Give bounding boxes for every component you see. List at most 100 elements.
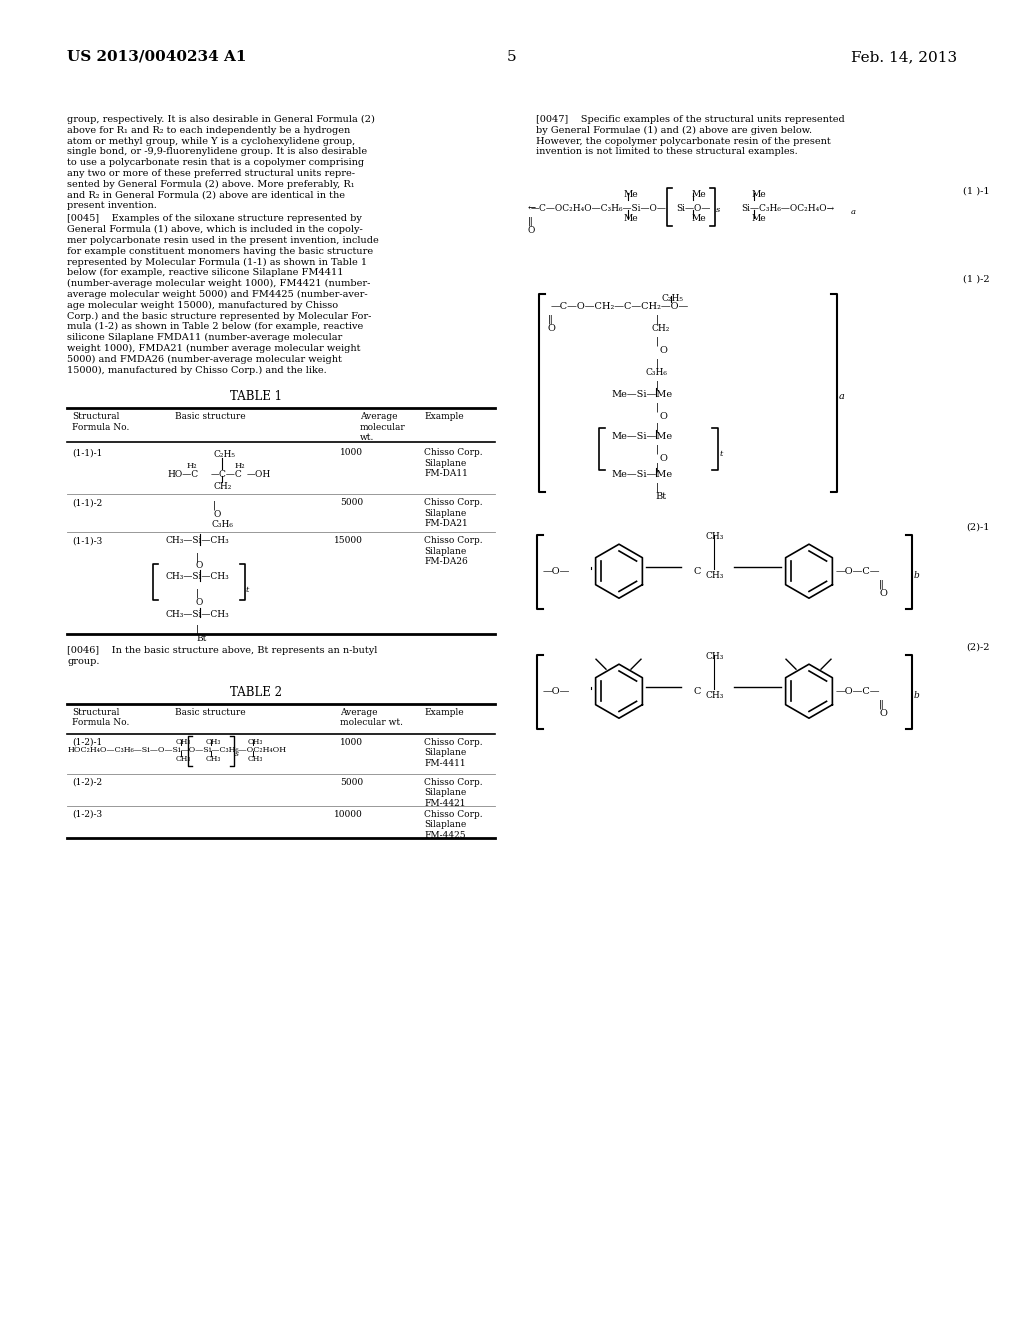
Text: —O—: —O— xyxy=(543,688,570,696)
Text: 15000: 15000 xyxy=(334,536,362,545)
Text: O: O xyxy=(879,589,887,598)
Text: —C—OC₂H₄O—C₃H₆—Si—O—: —C—OC₂H₄O—C₃H₆—Si—O— xyxy=(531,205,667,214)
Text: (number-average molecular weight 1000), FM4421 (number-: (number-average molecular weight 1000), … xyxy=(67,279,371,288)
Text: —O—C—: —O—C— xyxy=(836,568,881,577)
Text: CH₃: CH₃ xyxy=(706,572,724,581)
Text: sented by General Formula (2) above. More preferably, R₁: sented by General Formula (2) above. Mor… xyxy=(67,180,354,189)
Text: single bond, or -9,9-fluorenylidene group. It is also desirable: single bond, or -9,9-fluorenylidene grou… xyxy=(67,148,368,156)
Text: H₂: H₂ xyxy=(187,462,198,470)
Text: Basic structure: Basic structure xyxy=(175,708,246,717)
Text: C₂H₅: C₂H₅ xyxy=(662,294,683,304)
Text: Basic structure: Basic structure xyxy=(175,412,246,421)
Text: 5000: 5000 xyxy=(340,777,362,787)
Text: 5000) and FMDA26 (number-average molecular weight: 5000) and FMDA26 (number-average molecul… xyxy=(67,355,342,364)
Text: ‖: ‖ xyxy=(879,700,884,709)
Text: Bt: Bt xyxy=(655,492,667,502)
Text: Me: Me xyxy=(624,214,639,223)
Text: and R₂ in General Formula (2) above are identical in the: and R₂ in General Formula (2) above are … xyxy=(67,190,345,199)
Text: TABLE 1: TABLE 1 xyxy=(230,391,282,403)
Text: |: | xyxy=(656,445,659,454)
Text: Example: Example xyxy=(424,708,464,717)
Text: |: | xyxy=(196,624,199,634)
Text: 1000: 1000 xyxy=(340,449,362,457)
Text: below (for example, reactive silicone Silaplane FM4411: below (for example, reactive silicone Si… xyxy=(67,268,343,277)
Text: Me: Me xyxy=(751,214,766,223)
Text: any two or more of these preferred structural units repre-: any two or more of these preferred struc… xyxy=(67,169,355,178)
Text: Average
molecular
wt.: Average molecular wt. xyxy=(360,412,406,442)
Text: Me: Me xyxy=(624,190,639,199)
Text: |: | xyxy=(196,589,199,598)
Text: —O—: —O— xyxy=(543,568,570,577)
Text: O: O xyxy=(659,412,667,421)
Text: Chisso Corp.
Silaplane
FM-DA26: Chisso Corp. Silaplane FM-DA26 xyxy=(424,536,482,566)
Text: invention is not limited to these structural examples.: invention is not limited to these struct… xyxy=(536,148,798,156)
Text: —OH: —OH xyxy=(247,470,271,479)
Text: C: C xyxy=(694,688,701,696)
Text: |: | xyxy=(656,403,659,412)
Text: O: O xyxy=(548,325,556,333)
Text: average molecular weight 5000) and FM4425 (number-aver-: average molecular weight 5000) and FM442… xyxy=(67,290,368,298)
Text: (1-2)-2: (1-2)-2 xyxy=(72,777,102,787)
Text: CH₃: CH₃ xyxy=(176,755,191,763)
Text: 15000), manufactured by Chisso Corp.) and the like.: 15000), manufactured by Chisso Corp.) an… xyxy=(67,366,327,375)
Text: mula (1-2) as shown in Table 2 below (for example, reactive: mula (1-2) as shown in Table 2 below (fo… xyxy=(67,322,364,331)
Text: atom or methyl group, while Y is a cyclohexylidene group,: atom or methyl group, while Y is a cyclo… xyxy=(67,136,355,145)
Text: CH₃—Si—CH₃: CH₃—Si—CH₃ xyxy=(165,536,228,545)
Text: |: | xyxy=(656,422,659,432)
Text: 1000: 1000 xyxy=(340,738,362,747)
Text: ‖: ‖ xyxy=(879,579,884,589)
Text: ‖: ‖ xyxy=(548,314,553,323)
Text: Chisso Corp.
Silaplane
FM-4411: Chisso Corp. Silaplane FM-4411 xyxy=(424,738,482,768)
Text: (1-2)-1: (1-2)-1 xyxy=(72,738,102,747)
Text: [0045]    Examples of the siloxane structure represented by: [0045] Examples of the siloxane structur… xyxy=(67,214,361,223)
Text: t: t xyxy=(720,450,723,458)
Text: General Formula (1) above, which is included in the copoly-: General Formula (1) above, which is incl… xyxy=(67,224,362,234)
Text: represented by Molecular Formula (1-1) as shown in Table 1: represented by Molecular Formula (1-1) a… xyxy=(67,257,368,267)
Text: |: | xyxy=(656,358,659,368)
Text: Chisso Corp.
Silaplane
FM-DA21: Chisso Corp. Silaplane FM-DA21 xyxy=(424,498,482,528)
Text: TABLE 2: TABLE 2 xyxy=(230,686,282,698)
Text: [0046]    In the basic structure above, Bt represents an n-butyl: [0046] In the basic structure above, Bt … xyxy=(67,647,378,655)
Text: Me: Me xyxy=(691,190,706,199)
Text: s: s xyxy=(716,206,720,214)
Text: s: s xyxy=(234,750,239,758)
Text: (1 )-2: (1 )-2 xyxy=(964,275,990,284)
Text: weight 1000), FMDA21 (number average molecular weight: weight 1000), FMDA21 (number average mol… xyxy=(67,343,360,352)
Text: O: O xyxy=(528,226,536,235)
Text: CH₃: CH₃ xyxy=(206,738,221,746)
Text: CH₃: CH₃ xyxy=(248,738,263,746)
Text: mer polycarbonate resin used in the present invention, include: mer polycarbonate resin used in the pres… xyxy=(67,236,379,244)
Text: Corp.) and the basic structure represented by Molecular For-: Corp.) and the basic structure represent… xyxy=(67,312,372,321)
Text: for example constituent monomers having the basic structure: for example constituent monomers having … xyxy=(67,247,373,256)
Text: (1-2)-3: (1-2)-3 xyxy=(72,809,102,818)
Text: H₂: H₂ xyxy=(234,462,246,470)
Text: CH₃: CH₃ xyxy=(206,755,221,763)
Text: Me: Me xyxy=(751,190,766,199)
Text: O: O xyxy=(213,511,220,519)
Text: Chisso Corp.
Silaplane
FM-4421: Chisso Corp. Silaplane FM-4421 xyxy=(424,777,482,808)
Text: |: | xyxy=(213,500,216,510)
Text: CH₃: CH₃ xyxy=(176,738,191,746)
Text: HO—C: HO—C xyxy=(167,470,198,479)
Text: (1-1)-1: (1-1)-1 xyxy=(72,449,102,457)
Text: |: | xyxy=(196,552,199,562)
Text: HOC₂H₄O—C₃H₆—Si—O—Si—O—Si—C₃H₆—OC₂H₄OH: HOC₂H₄O—C₃H₆—Si—O—Si—O—Si—C₃H₆—OC₂H₄OH xyxy=(68,746,287,754)
Text: Me—Si—Me: Me—Si—Me xyxy=(611,391,672,399)
Text: age molecular weight 15000), manufactured by Chisso: age molecular weight 15000), manufacture… xyxy=(67,301,338,310)
Text: |: | xyxy=(656,462,659,471)
Text: b: b xyxy=(914,692,920,700)
Text: C₃H₆: C₃H₆ xyxy=(211,520,232,529)
Text: US 2013/0040234 A1: US 2013/0040234 A1 xyxy=(67,50,247,63)
Text: O: O xyxy=(196,561,204,570)
Text: —C—O—CH₂—C—CH₂—O—: —C—O—CH₂—C—CH₂—O— xyxy=(551,302,689,312)
Text: CH₃—Si—CH₃: CH₃—Si—CH₃ xyxy=(165,610,228,619)
Text: Me: Me xyxy=(691,214,706,223)
Text: group, respectively. It is also desirable in General Formula (2): group, respectively. It is also desirabl… xyxy=(67,115,375,124)
Text: Example: Example xyxy=(424,412,464,421)
Text: C₂H₅: C₂H₅ xyxy=(213,450,234,459)
Text: to use a polycarbonate resin that is a copolymer comprising: to use a polycarbonate resin that is a c… xyxy=(67,158,365,168)
Text: t: t xyxy=(246,586,250,594)
Text: CH₃: CH₃ xyxy=(706,692,724,700)
Text: CH₂: CH₂ xyxy=(213,482,231,491)
Text: (1 )-1: (1 )-1 xyxy=(964,186,990,195)
